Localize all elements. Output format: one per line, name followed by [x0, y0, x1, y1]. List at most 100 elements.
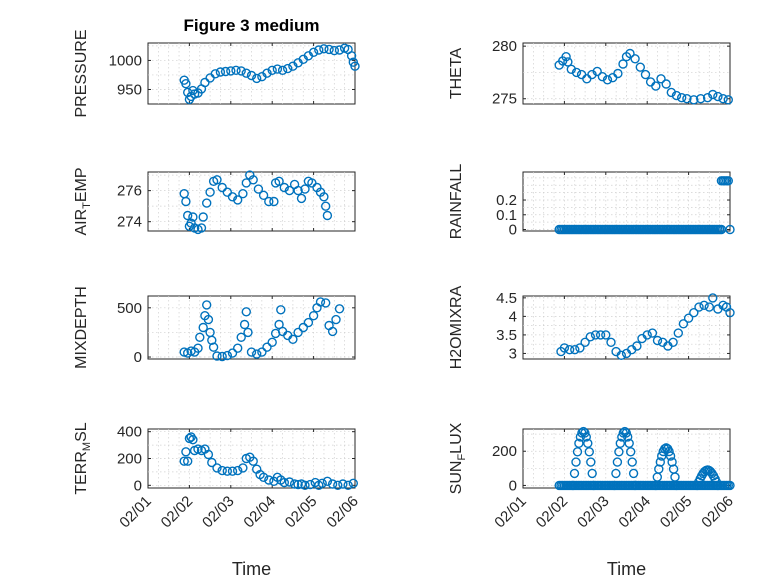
data-point — [331, 314, 341, 325]
data-point — [350, 61, 360, 71]
data-point — [571, 457, 581, 467]
data-point — [592, 66, 602, 77]
data-point — [272, 64, 283, 74]
data-point — [252, 349, 262, 359]
data-point — [300, 184, 310, 194]
data-point — [283, 63, 293, 74]
x-tick-label: 02/04 — [240, 493, 279, 532]
y-tick-label: 400 — [117, 424, 142, 441]
data-point — [612, 457, 623, 467]
data-point — [625, 48, 635, 59]
data-point — [569, 468, 580, 479]
data-point — [327, 326, 338, 337]
y-tick-label: 0 — [509, 222, 517, 239]
data-point — [258, 472, 269, 482]
data-point — [348, 478, 358, 488]
data-point — [725, 308, 735, 318]
data-point — [563, 57, 573, 67]
data-point — [613, 68, 623, 79]
data-point — [584, 447, 594, 457]
data-point — [561, 52, 571, 62]
data-point — [210, 69, 221, 79]
y-axis-label-part: AIR — [73, 209, 90, 236]
data-point — [713, 480, 723, 491]
data-point — [277, 65, 288, 76]
data-point — [661, 79, 671, 89]
data-point — [198, 212, 208, 222]
data-point — [574, 438, 584, 448]
data-point — [572, 447, 583, 457]
y-axis-label: RAINFALL — [448, 164, 465, 240]
data-point — [580, 428, 590, 438]
y-tick-label: 500 — [117, 300, 142, 317]
y-tick-label: 4.5 — [496, 290, 517, 307]
data-point — [678, 319, 689, 329]
data-point — [217, 351, 227, 362]
data-point — [267, 65, 277, 76]
data-point — [329, 45, 339, 56]
data-point — [568, 480, 578, 491]
data-point — [293, 185, 303, 196]
data-point — [615, 438, 625, 448]
data-point — [308, 47, 319, 57]
data-point — [601, 330, 611, 340]
x-tick-label: 02/06 — [323, 493, 362, 532]
y-tick-label: 0 — [509, 477, 517, 494]
y-tick-label: 0 — [134, 349, 142, 366]
data-point — [319, 44, 329, 54]
data-point — [296, 193, 307, 204]
y-axis-label: H2OMIXRA — [448, 285, 465, 369]
data-point — [708, 89, 718, 100]
data-point — [708, 293, 718, 303]
y-tick-label: 3.5 — [496, 327, 517, 344]
data-point — [689, 95, 699, 105]
data-point — [566, 64, 576, 75]
data-point — [288, 334, 298, 344]
data-point — [327, 479, 338, 489]
data-point — [689, 308, 699, 318]
y-tick-label: 3 — [509, 345, 517, 362]
data-point — [587, 468, 597, 479]
data-point — [195, 332, 205, 342]
data-markers — [554, 426, 735, 491]
y-axis-label-part: EMP — [73, 167, 90, 202]
data-point — [628, 468, 639, 479]
y-axis-label: SUNFLUX — [448, 422, 468, 494]
data-point — [559, 343, 570, 353]
data-point — [241, 68, 252, 78]
y-axis-label-part: M — [81, 442, 93, 451]
data-point — [621, 428, 631, 438]
x-tick-label: 02/05 — [657, 493, 696, 532]
data-point — [289, 479, 300, 489]
data-point — [205, 187, 215, 197]
data-point — [321, 201, 331, 211]
data-point — [664, 446, 674, 457]
subplot-theta: 275 280 THETA — [448, 38, 733, 108]
y-tick-label: 1000 — [109, 52, 142, 69]
data-point — [252, 73, 262, 84]
x-tick-label: 02/03 — [574, 493, 613, 532]
data-point — [585, 332, 595, 342]
data-point — [226, 66, 236, 76]
data-point — [346, 51, 357, 61]
data-point — [606, 337, 616, 347]
data-markers — [179, 297, 345, 362]
data-point — [665, 451, 676, 461]
data-point — [618, 59, 628, 69]
data-point — [571, 67, 582, 78]
data-point — [696, 93, 706, 104]
data-markers — [556, 293, 735, 360]
data-point — [182, 456, 193, 466]
data-point — [201, 300, 212, 310]
data-point — [564, 345, 575, 355]
x-tick-label: 02/05 — [282, 493, 321, 532]
x-tick-label: 02/04 — [615, 493, 654, 532]
data-point — [635, 62, 645, 72]
data-point — [222, 187, 233, 197]
x-tick-label: 02/01 — [491, 493, 530, 532]
data-point — [620, 426, 630, 437]
y-tick-label: 275 — [492, 91, 517, 108]
data-point — [232, 195, 243, 205]
data-point — [630, 54, 640, 64]
